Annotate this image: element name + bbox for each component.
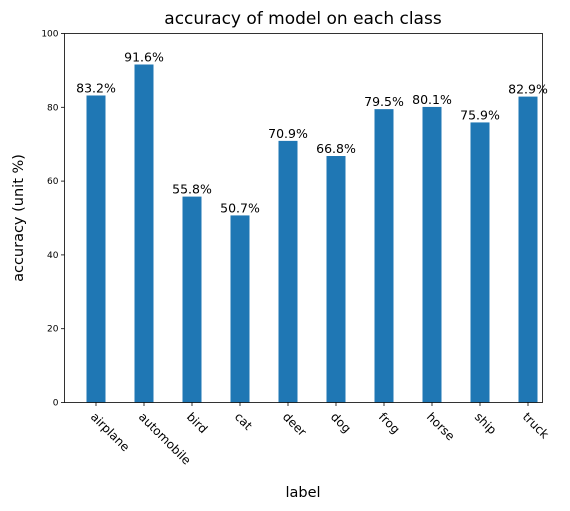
y-tick-label: 0 xyxy=(53,399,59,409)
x-tick-label-airplane: airplane xyxy=(88,410,132,454)
y-tick-label: 40 xyxy=(47,251,59,261)
x-tick-label-truck: truck xyxy=(520,410,552,442)
chart-title: accuracy of model on each class xyxy=(164,9,442,29)
x-tick-label-ship: ship xyxy=(472,410,499,437)
plot-frame xyxy=(64,33,543,403)
bar-dog xyxy=(326,156,346,403)
data-label-bird: 55.8% xyxy=(172,182,212,197)
x-tick-label-frog: frog xyxy=(376,410,403,437)
bar-deer xyxy=(278,140,298,403)
y-tick-label: 20 xyxy=(47,325,59,335)
data-label-frog: 79.5% xyxy=(364,94,404,109)
x-tick-label-bird: bird xyxy=(184,410,210,436)
x-axis-title: label xyxy=(285,485,320,501)
bar-automobile xyxy=(134,64,154,403)
y-tick-labels: 0 20 40 60 80 100 xyxy=(41,30,65,409)
x-tick-label-deer: deer xyxy=(280,410,309,439)
data-label-horse: 80.1% xyxy=(412,92,452,107)
bar-bird xyxy=(182,196,202,403)
bar-truck xyxy=(518,96,538,403)
data-label-deer: 70.9% xyxy=(268,126,308,141)
data-labels: 83.2% 91.6% 55.8% 50.7% 70.9% 66.8% 79.5% 80.1%… xyxy=(76,50,548,216)
y-tick-label: 80 xyxy=(47,103,59,113)
y-axis-title: accuracy (unit %) xyxy=(11,154,27,282)
bar-cat xyxy=(230,215,250,403)
bar-ship xyxy=(470,122,490,403)
data-label-ship: 75.9% xyxy=(460,107,500,122)
data-label-airplane: 83.2% xyxy=(76,80,116,95)
x-tick-label-dog: dog xyxy=(328,410,354,436)
bar-horse xyxy=(422,106,442,403)
data-label-automobile: 91.6% xyxy=(124,50,164,65)
bar-frog xyxy=(374,109,394,403)
x-tick-label-horse: horse xyxy=(424,410,458,444)
x-tick-label-cat: cat xyxy=(232,410,255,433)
y-tick-label: 100 xyxy=(41,30,58,40)
y-tick-label: 60 xyxy=(47,177,59,187)
data-label-dog: 66.8% xyxy=(316,141,356,156)
data-label-truck: 82.9% xyxy=(508,82,548,97)
data-label-cat: 50.7% xyxy=(220,200,260,215)
bar-airplane xyxy=(86,95,106,403)
bars-group xyxy=(86,64,538,403)
